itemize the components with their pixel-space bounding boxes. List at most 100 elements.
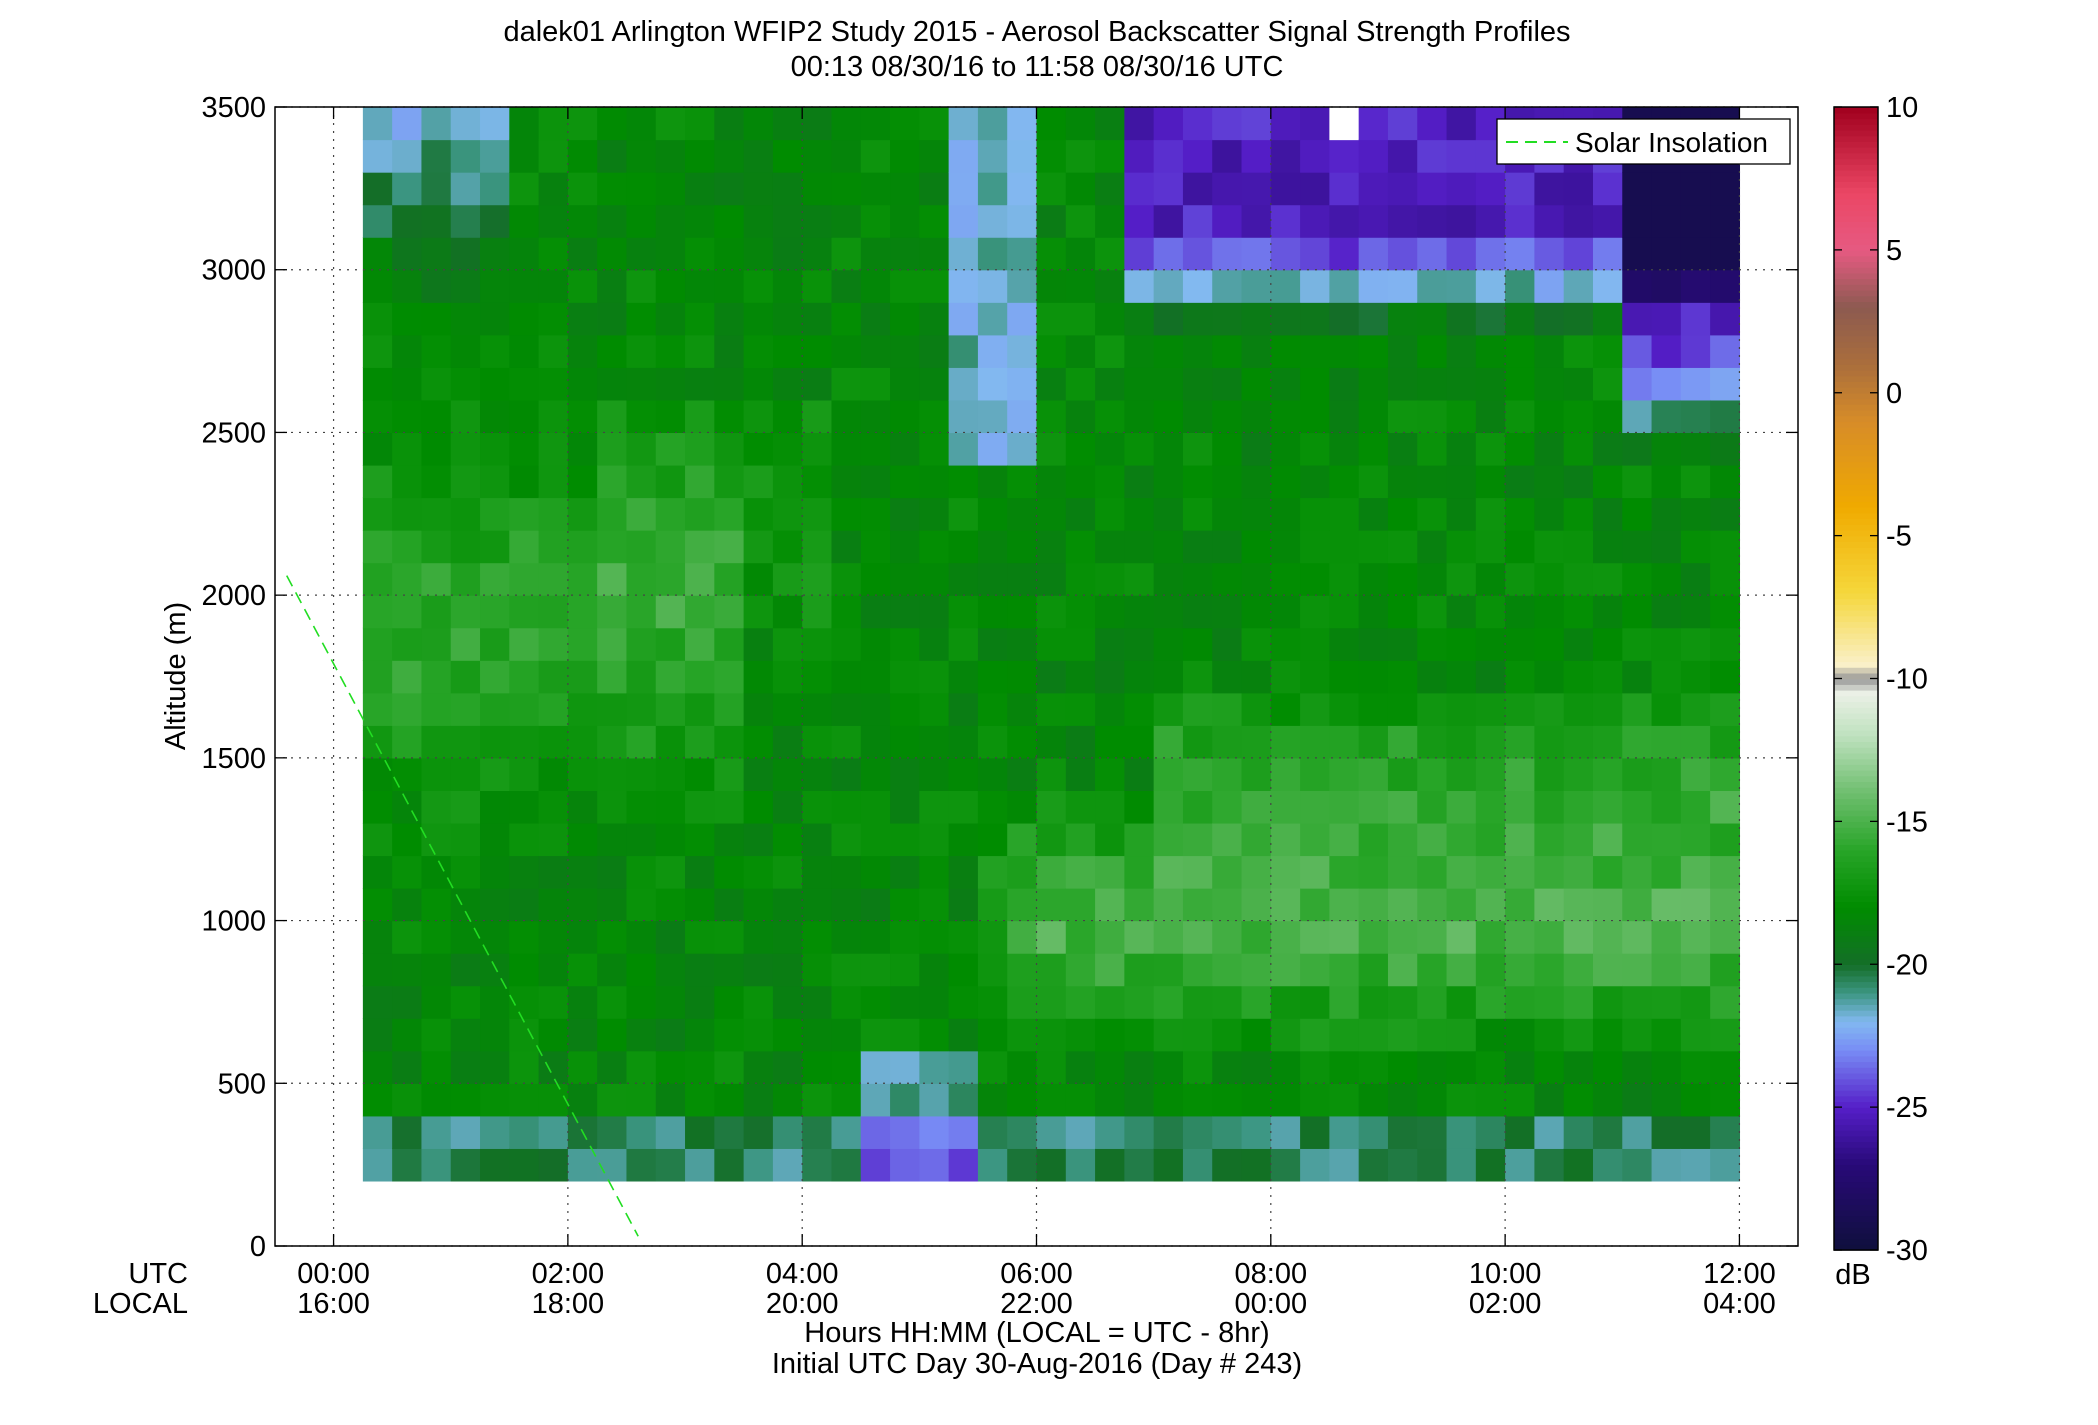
heatmap-cell — [655, 367, 686, 401]
heatmap-cell — [1065, 692, 1096, 726]
heatmap-cell — [1036, 367, 1067, 401]
heatmap-cell — [1475, 302, 1506, 336]
heatmap-cell — [1241, 920, 1272, 954]
heatmap-cell — [1651, 757, 1682, 791]
heatmap-cell — [1153, 660, 1184, 694]
heatmap-cell — [1153, 855, 1184, 889]
colorbar-tick-label: -5 — [1886, 521, 1912, 553]
heatmap-cell — [1622, 334, 1653, 368]
heatmap-cell — [1417, 1083, 1448, 1117]
heatmap-cell — [1622, 595, 1653, 629]
heatmap-cell — [1710, 1050, 1741, 1084]
heatmap-cell — [1592, 530, 1623, 564]
heatmap-cell — [1592, 1115, 1623, 1149]
heatmap-cell — [1007, 627, 1038, 661]
heatmap-cell — [685, 204, 715, 238]
x-tick-label-utc: 04:00 — [766, 1258, 839, 1290]
heatmap-cell — [1505, 822, 1536, 857]
heatmap-cell — [714, 1050, 745, 1084]
heatmap-cell — [1124, 204, 1155, 238]
heatmap-cell — [1475, 920, 1506, 954]
heatmap-cell — [919, 790, 950, 824]
heatmap-cell — [1300, 497, 1330, 531]
heatmap-cell — [450, 660, 481, 694]
heatmap-cell — [450, 334, 481, 368]
colorbar-segment — [1834, 1027, 1878, 1034]
heatmap-cell — [1182, 1148, 1213, 1182]
heatmap-cell — [1007, 302, 1038, 336]
heatmap-cell — [626, 399, 657, 434]
heatmap-cell — [1270, 1050, 1301, 1084]
heatmap-cell — [567, 562, 598, 596]
heatmap-cell — [1680, 497, 1711, 531]
heatmap-cell — [1270, 172, 1301, 206]
heatmap-cell — [1241, 822, 1272, 857]
heatmap-cell — [1153, 953, 1184, 987]
heatmap-cell — [919, 302, 950, 336]
heatmap-cell — [1680, 302, 1711, 336]
heatmap-cell — [1153, 1115, 1184, 1149]
heatmap-cell — [1710, 888, 1741, 922]
heatmap-cell — [480, 757, 510, 791]
heatmap-cell — [1710, 725, 1741, 759]
heatmap-cell — [1212, 204, 1243, 238]
heatmap-cell — [685, 269, 715, 303]
heatmap-cell — [1329, 302, 1360, 336]
heatmap-cell — [450, 1148, 481, 1182]
heatmap-cell — [1300, 822, 1330, 857]
heatmap-cell — [626, 595, 657, 629]
heatmap-cell — [392, 334, 423, 368]
heatmap-cell — [1651, 953, 1682, 987]
heatmap-cell — [1241, 660, 1272, 694]
heatmap-cell — [802, 107, 833, 141]
heatmap-cell — [1446, 790, 1477, 824]
colorbar-segment — [1834, 1192, 1878, 1200]
colorbar-segment — [1834, 741, 1878, 748]
heatmap-cell — [1710, 855, 1741, 889]
heatmap-cell — [626, 757, 657, 791]
heatmap-cell — [977, 595, 1008, 629]
heatmap-cell — [948, 855, 979, 889]
heatmap-cell — [1710, 269, 1741, 303]
heatmap-cell — [1182, 1115, 1213, 1149]
heatmap-cell — [1124, 1115, 1155, 1149]
heatmap-cell — [890, 269, 920, 303]
heatmap-cell — [1329, 1148, 1360, 1182]
heatmap-cell — [1534, 1148, 1565, 1182]
colorbar-segment — [1834, 587, 1878, 594]
heatmap-cell — [655, 692, 686, 726]
heatmap-cell — [714, 562, 745, 596]
heatmap-cell — [509, 530, 540, 564]
heatmap-cell — [1358, 530, 1389, 564]
heatmap-cell — [1241, 790, 1272, 824]
heatmap-cell — [1563, 562, 1594, 596]
heatmap-cell — [1182, 432, 1213, 466]
heatmap-cell — [392, 269, 423, 303]
x-tick-label-utc: 10:00 — [1469, 1258, 1542, 1290]
heatmap-cell — [450, 627, 481, 661]
heatmap-cell — [890, 107, 920, 141]
heatmap-cell — [1095, 464, 1125, 499]
heatmap-cell — [1241, 888, 1272, 922]
heatmap-cell — [977, 725, 1008, 759]
heatmap-cell — [860, 464, 891, 499]
heatmap-cell — [1095, 953, 1125, 987]
heatmap-cell — [480, 432, 510, 466]
heatmap-cell — [655, 985, 686, 1019]
heatmap-cell — [714, 627, 745, 661]
heatmap-cell — [1446, 985, 1477, 1019]
heatmap-cell — [948, 302, 979, 336]
heatmap-cell — [1651, 888, 1682, 922]
heatmap-cell — [1446, 888, 1477, 922]
heatmap-cell — [743, 432, 774, 466]
heatmap-cell — [977, 660, 1008, 694]
heatmap-cell — [1182, 660, 1213, 694]
heatmap-cell — [948, 953, 979, 987]
heatmap-cell — [392, 204, 423, 238]
heatmap-cell — [1358, 725, 1389, 759]
heatmap-cell — [480, 530, 510, 564]
heatmap-cell — [567, 953, 598, 987]
heatmap-cell — [1095, 530, 1125, 564]
heatmap-cell — [597, 1115, 628, 1149]
heatmap-cell — [567, 334, 598, 368]
